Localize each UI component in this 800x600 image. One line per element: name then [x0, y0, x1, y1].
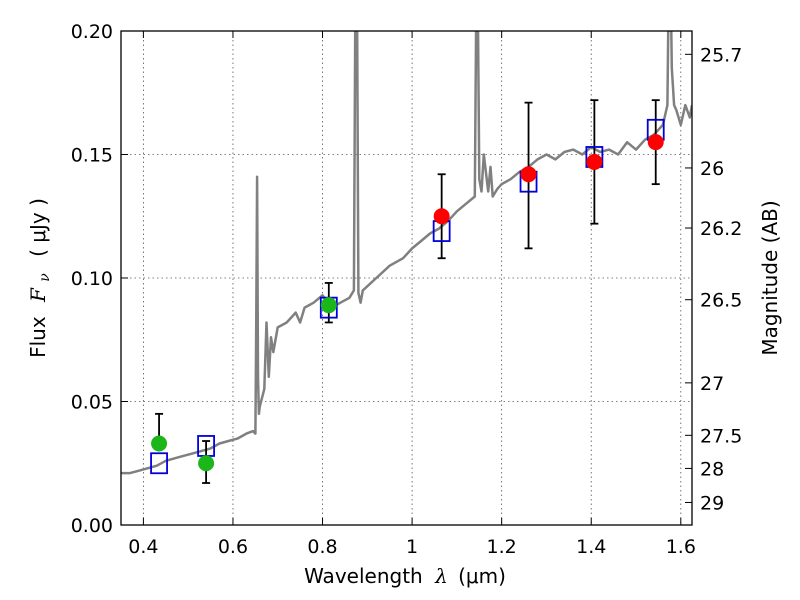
x-tick-label: 1.6 — [666, 536, 696, 558]
mag-tick-label: 25.7 — [700, 44, 742, 66]
errorbars-group — [155, 99, 660, 484]
x-tick-label: 1.2 — [487, 536, 517, 558]
grid-lines — [121, 31, 692, 525]
photometry-points-group — [151, 134, 664, 472]
y-tick-label: 0.00 — [71, 515, 113, 537]
mag-tick-label: 26 — [700, 158, 724, 180]
mag-tick-label: 26.5 — [700, 290, 742, 312]
y-axis-flux-symbol: F — [26, 287, 50, 303]
model-boxes-group — [150, 118, 665, 475]
mag-tick-label: 26.2 — [700, 218, 742, 240]
photometry-green-marker — [198, 455, 215, 472]
y-tick-label: 0.15 — [71, 145, 113, 167]
axis-ticks — [121, 30, 692, 526]
y-tick-label: 0.20 — [71, 21, 113, 43]
y-axis-label-text: Flux — [26, 316, 50, 358]
y-tick-label: 0.10 — [71, 268, 113, 290]
y2-axis-label: Magnitude (AB) — [758, 200, 782, 355]
x-axis-label: Wavelength λ (μm) — [304, 564, 506, 588]
mag-tick-label: 27.5 — [700, 425, 742, 447]
x-axis-lambda-symbol: λ — [434, 564, 448, 588]
y-axis-label: Flux F ν ( μJy ) — [26, 198, 54, 358]
model-box — [150, 452, 168, 475]
x-tick-label: 0.6 — [218, 536, 248, 558]
x-tick-label: 0.8 — [307, 536, 337, 558]
mag-tick-label: 28 — [700, 458, 724, 480]
mag-tick-label: 27 — [700, 373, 724, 395]
x-axis-unit: (μm) — [458, 564, 506, 588]
x-tick-label: 1 — [406, 536, 418, 558]
y-tick-label: 0.05 — [71, 392, 113, 414]
y-axis-flux-subscript: ν — [37, 273, 53, 282]
spectrum-line — [121, 31, 692, 475]
photometry-red-marker — [520, 166, 537, 183]
x-tick-label: 0.4 — [128, 536, 158, 558]
photometry-red-marker — [433, 208, 450, 225]
x-tick-label: 1.4 — [576, 536, 606, 558]
photometry-red-marker — [586, 153, 603, 170]
spectrum-group — [121, 31, 692, 475]
y-axis-unit: ( μJy ) — [26, 198, 50, 257]
mag-tick-label: 29 — [700, 492, 724, 514]
tick-labels: 0.4 0.6 0.8 1 1.2 1.4 1.6 0.00 0.05 0.10 0.15 0.20 2… — [71, 21, 743, 558]
photometry-green-marker — [320, 297, 337, 314]
photometry-red-marker — [647, 134, 664, 151]
x-axis-label-text: Wavelength — [304, 564, 423, 588]
photometry-green-marker — [151, 435, 168, 452]
